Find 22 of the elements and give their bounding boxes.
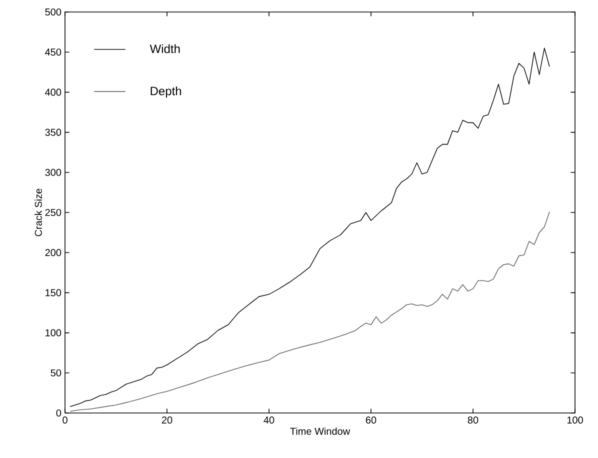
legend-label: Depth — [150, 86, 182, 98]
y-tick-label: 150 — [46, 289, 62, 296]
y-tick-label: 100 — [46, 329, 62, 336]
y-tick-label: 300 — [45, 168, 62, 176]
y-tick-label: 50 — [50, 369, 62, 376]
y-tick-label: 400 — [45, 88, 62, 96]
y-tick-label: 350 — [45, 128, 62, 136]
line-series — [70, 211, 550, 412]
y-tick-label: 0 — [56, 409, 62, 417]
x-axis-title: Time Window — [290, 427, 350, 435]
x-tick-label: 80 — [468, 416, 478, 424]
y-tick-label: 200 — [45, 249, 62, 256]
y-tick-label: 450 — [45, 48, 62, 56]
x-tick-label: 60 — [366, 416, 376, 424]
y-axis-title: Crack Size — [34, 188, 42, 236]
x-tick-label: 100 — [567, 416, 583, 424]
y-tick-label: 250 — [45, 208, 62, 216]
y-tick-label: 500 — [45, 8, 62, 16]
x-tick-label: 0 — [62, 416, 68, 424]
legend-label: Width — [150, 44, 180, 54]
x-tick-label: 20 — [162, 416, 172, 424]
x-tick-label: 40 — [264, 416, 274, 424]
